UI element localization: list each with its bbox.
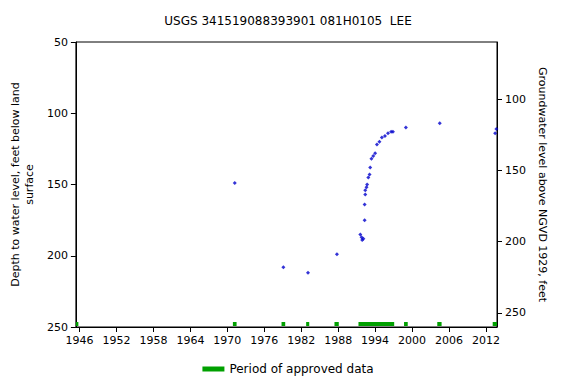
svg-text:250: 250: [47, 321, 68, 334]
svg-text:1958: 1958: [139, 334, 167, 347]
svg-text:1970: 1970: [213, 334, 241, 347]
svg-text:1982: 1982: [287, 334, 315, 347]
svg-text:1994: 1994: [361, 334, 389, 347]
svg-text:1964: 1964: [176, 334, 204, 347]
svg-text:Groundwater level above NGVD 1: Groundwater level above NGVD 1929, feet: [536, 67, 549, 303]
svg-text:Depth to water level, feet bel: Depth to water level, feet below land: [9, 82, 22, 287]
svg-text:1976: 1976: [250, 334, 278, 347]
svg-text:200: 200: [47, 249, 68, 262]
svg-text:200: 200: [505, 235, 526, 248]
svg-text:surface: surface: [23, 164, 36, 205]
svg-text:150: 150: [505, 164, 526, 177]
svg-text:1988: 1988: [324, 334, 352, 347]
svg-text:100: 100: [505, 93, 526, 106]
svg-text:2000: 2000: [398, 334, 426, 347]
svg-text:1946: 1946: [66, 334, 94, 347]
svg-text:1952: 1952: [103, 334, 131, 347]
svg-text:2012: 2012: [472, 334, 500, 347]
svg-text:2006: 2006: [435, 334, 463, 347]
svg-text:USGS 341519088393901 081H0105: USGS 341519088393901 081H0105 LEE: [164, 14, 411, 28]
svg-text:100: 100: [47, 107, 68, 120]
svg-text:250: 250: [505, 306, 526, 319]
svg-text:50: 50: [54, 36, 68, 49]
svg-text:Period of approved data: Period of approved data: [229, 362, 373, 376]
svg-text:150: 150: [47, 178, 68, 191]
